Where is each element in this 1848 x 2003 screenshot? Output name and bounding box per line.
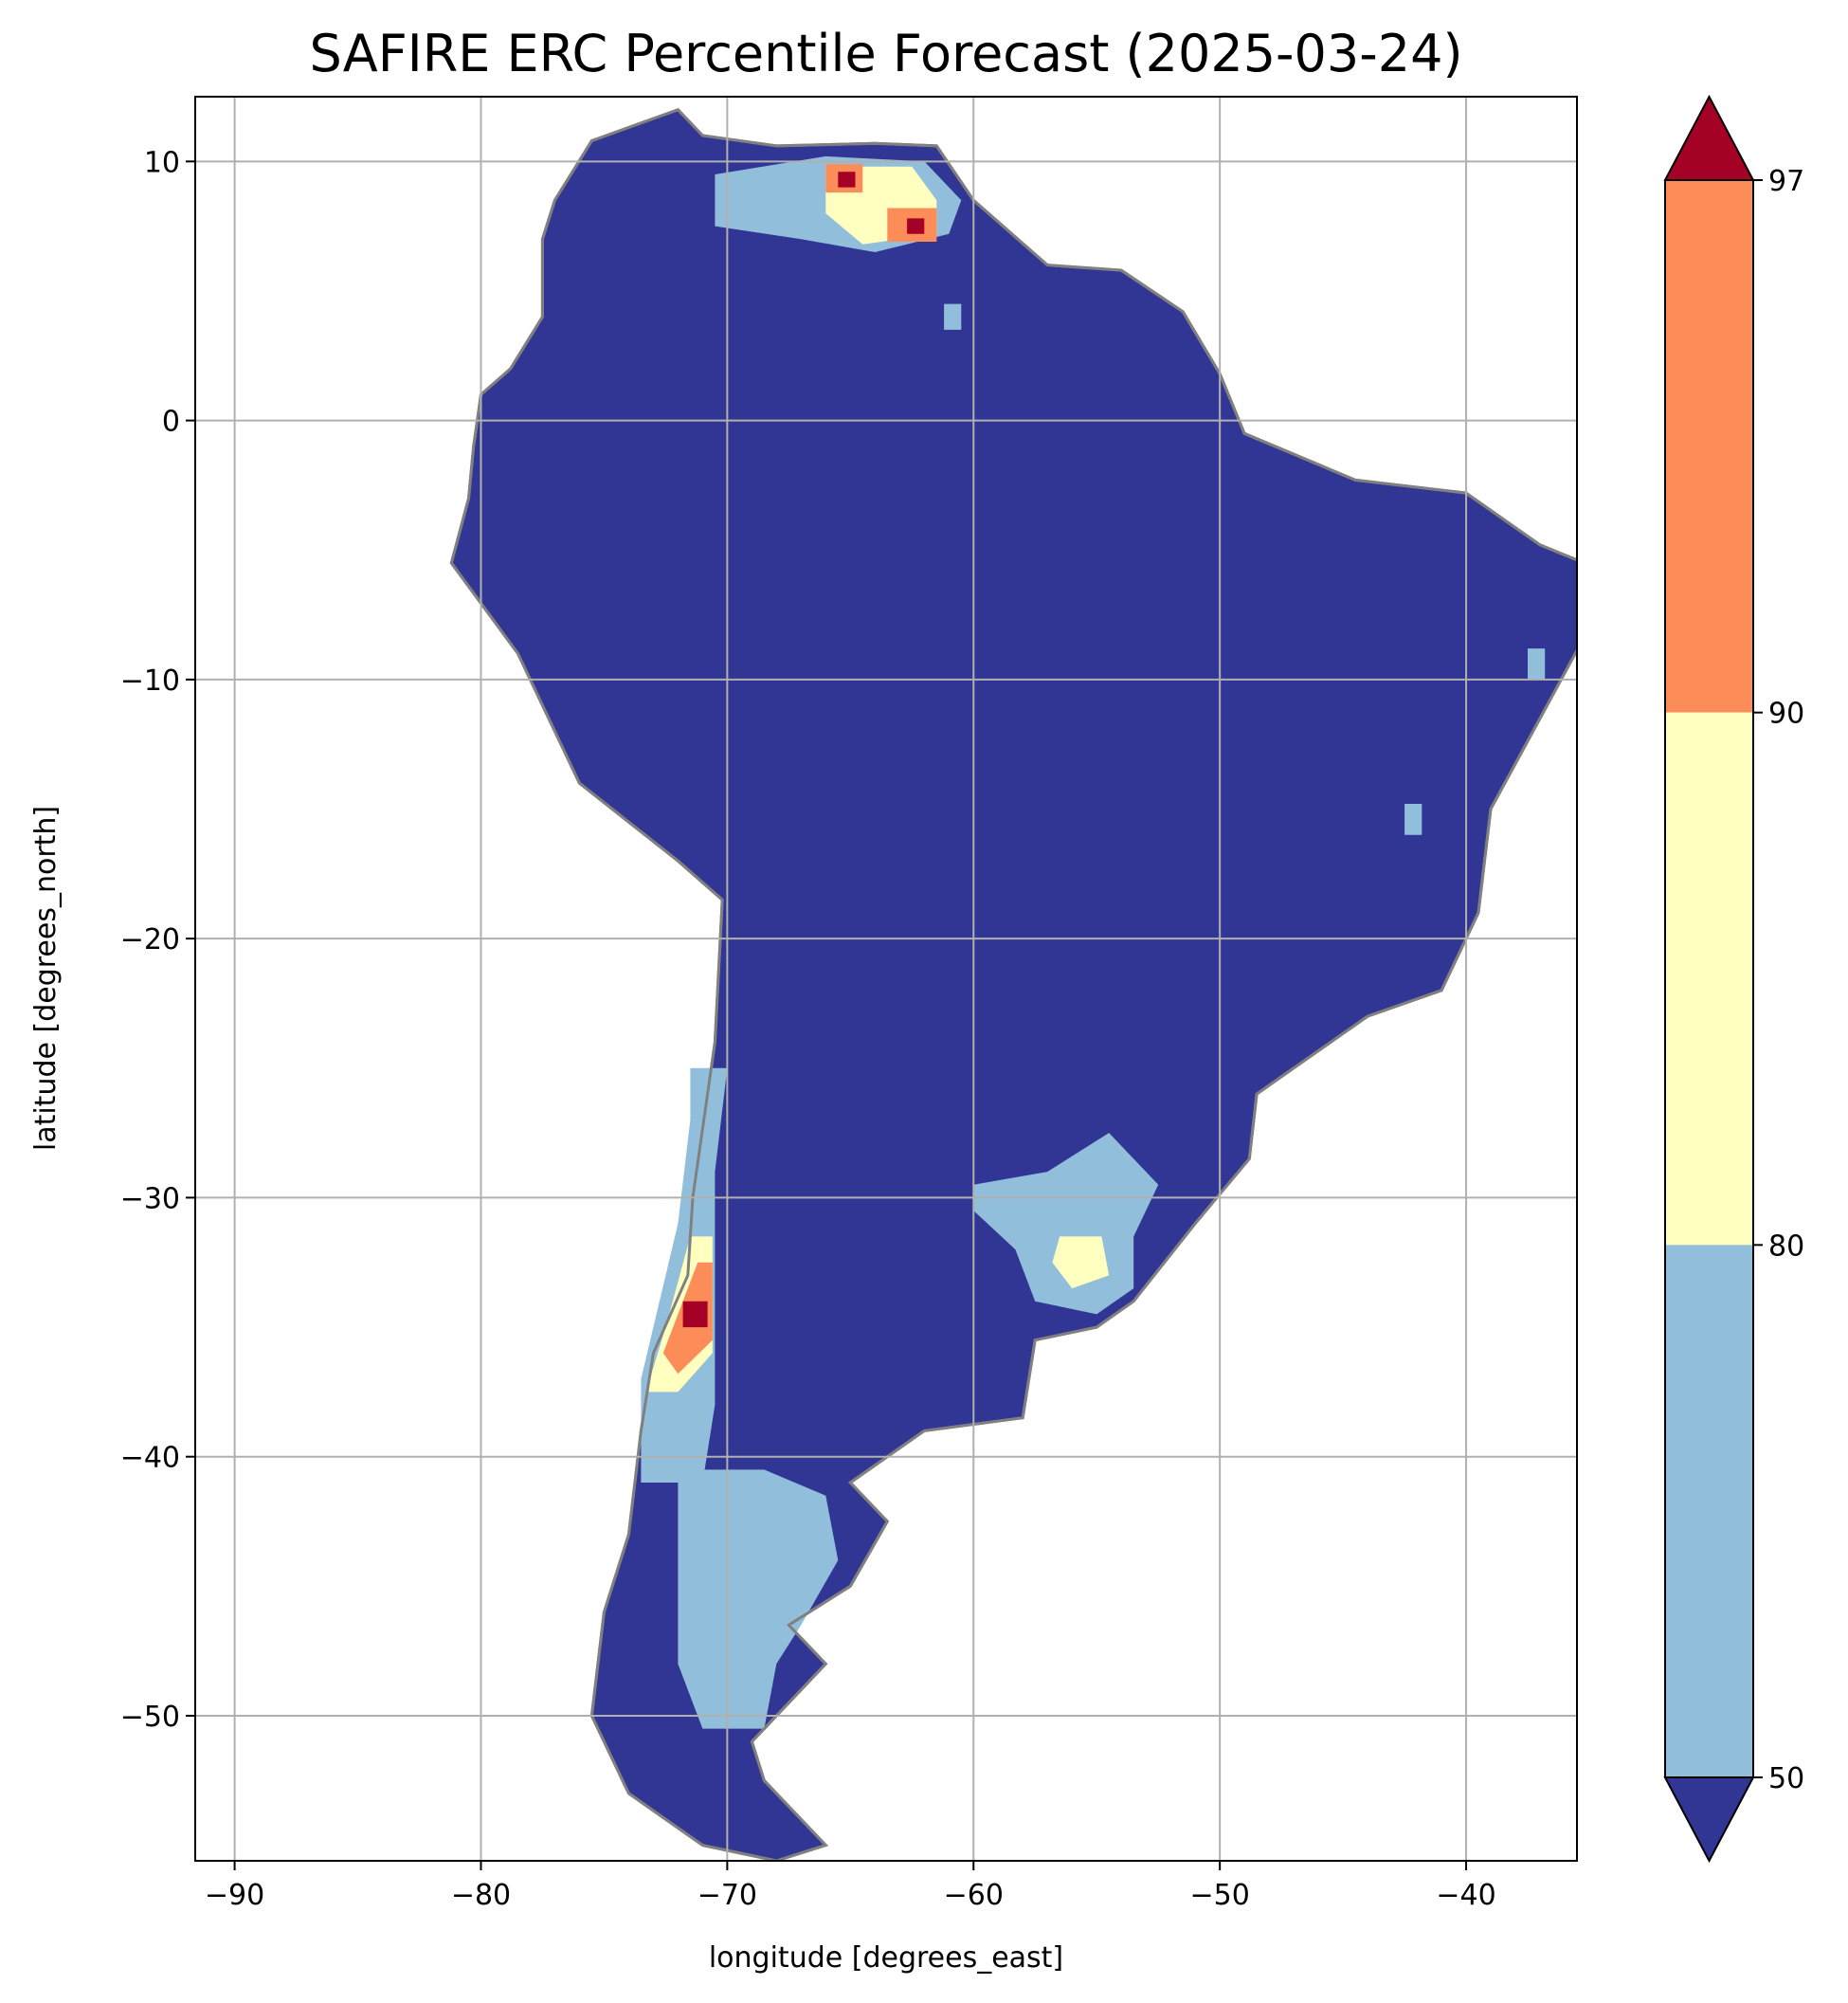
colorbar: 50 80 90 97 <box>1663 94 1804 1864</box>
chart-title: SAFIRE ERC Percentile Forecast (2025-03-… <box>309 24 1462 83</box>
colorbar-tick-label: 97 <box>1768 165 1804 198</box>
colorbar-extend-max <box>1663 94 1755 181</box>
colorbar-bin-80-90 <box>1665 712 1753 1246</box>
percentile-patch-50-80 <box>973 1133 1159 1315</box>
percentile-patch-80-90 <box>1052 1236 1110 1289</box>
y-tick-label: 0 <box>162 406 180 439</box>
y-tick-label: −50 <box>120 1701 180 1734</box>
percentile-patch->97 <box>907 218 925 234</box>
colorbar-extend-min <box>1663 1776 1755 1864</box>
percentile-patch->97 <box>838 172 856 188</box>
land-area <box>449 107 1577 1861</box>
axes-frame <box>194 96 1578 1862</box>
y-tick-label: −20 <box>120 923 180 956</box>
y-tick-label: −40 <box>120 1442 180 1475</box>
x-tick-label: −50 <box>1189 1879 1249 1912</box>
colorbar-bin-50-80 <box>1665 1245 1753 1777</box>
percentile-patch->97 <box>682 1301 708 1328</box>
percentile-patch-50-80 <box>678 1469 839 1729</box>
map-plot-area <box>449 107 1577 1861</box>
x-tick-label: −90 <box>205 1879 264 1912</box>
y-tick-label: 10 <box>144 146 180 179</box>
x-axis-label: longitude [degrees_east] <box>709 1941 1063 1975</box>
x-axis: −90 −80 −70 −60 −50 −40 <box>205 1861 1496 1912</box>
y-tick-label: −30 <box>120 1182 180 1215</box>
x-tick-label: −70 <box>698 1879 757 1912</box>
percentile-patch-50-80 <box>1528 648 1546 680</box>
colorbar-bin-90-97 <box>1665 180 1753 713</box>
x-tick-label: −40 <box>1436 1879 1495 1912</box>
y-tick-label: −10 <box>120 665 180 698</box>
percentile-patch-50-80 <box>944 303 962 330</box>
y-axis: 10 0 −10 −20 −30 −40 −50 <box>120 146 195 1734</box>
colorbar-tick-label: 50 <box>1768 1762 1804 1795</box>
gridlines <box>195 97 1577 1861</box>
colorbar-tick-label: 90 <box>1768 698 1804 731</box>
percentile-patch-50-80 <box>1404 804 1422 835</box>
colorbar-tick-label: 80 <box>1768 1229 1804 1263</box>
x-tick-label: −60 <box>944 1879 1004 1912</box>
colorbar-frame <box>1664 179 1754 1778</box>
x-tick-label: −80 <box>451 1879 511 1912</box>
y-axis-label: latitude [degrees_north] <box>29 806 63 1151</box>
